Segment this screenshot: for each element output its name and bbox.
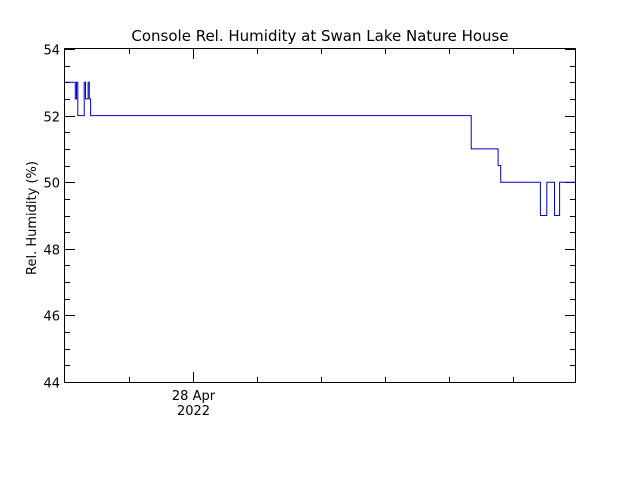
y-tick-label: 52 [43, 111, 60, 126]
y-tick-label: 54 [43, 44, 60, 59]
y-tick-label: 44 [43, 377, 60, 392]
x-tick-label-year: 2022 [177, 404, 210, 419]
chart-title: Console Rel. Humidity at Swan Lake Natur… [131, 27, 508, 45]
axis-ticks [65, 49, 575, 383]
humidity-series-line [65, 81, 575, 216]
y-tick-label: 48 [43, 244, 60, 259]
y-tick-label: 50 [43, 177, 60, 192]
plot-frame [64, 48, 576, 383]
y-tick-label: 46 [43, 310, 60, 325]
y-axis-label: Rel. Humidity (%) [25, 161, 40, 275]
x-tick-label-date: 28 Apr [172, 389, 216, 404]
